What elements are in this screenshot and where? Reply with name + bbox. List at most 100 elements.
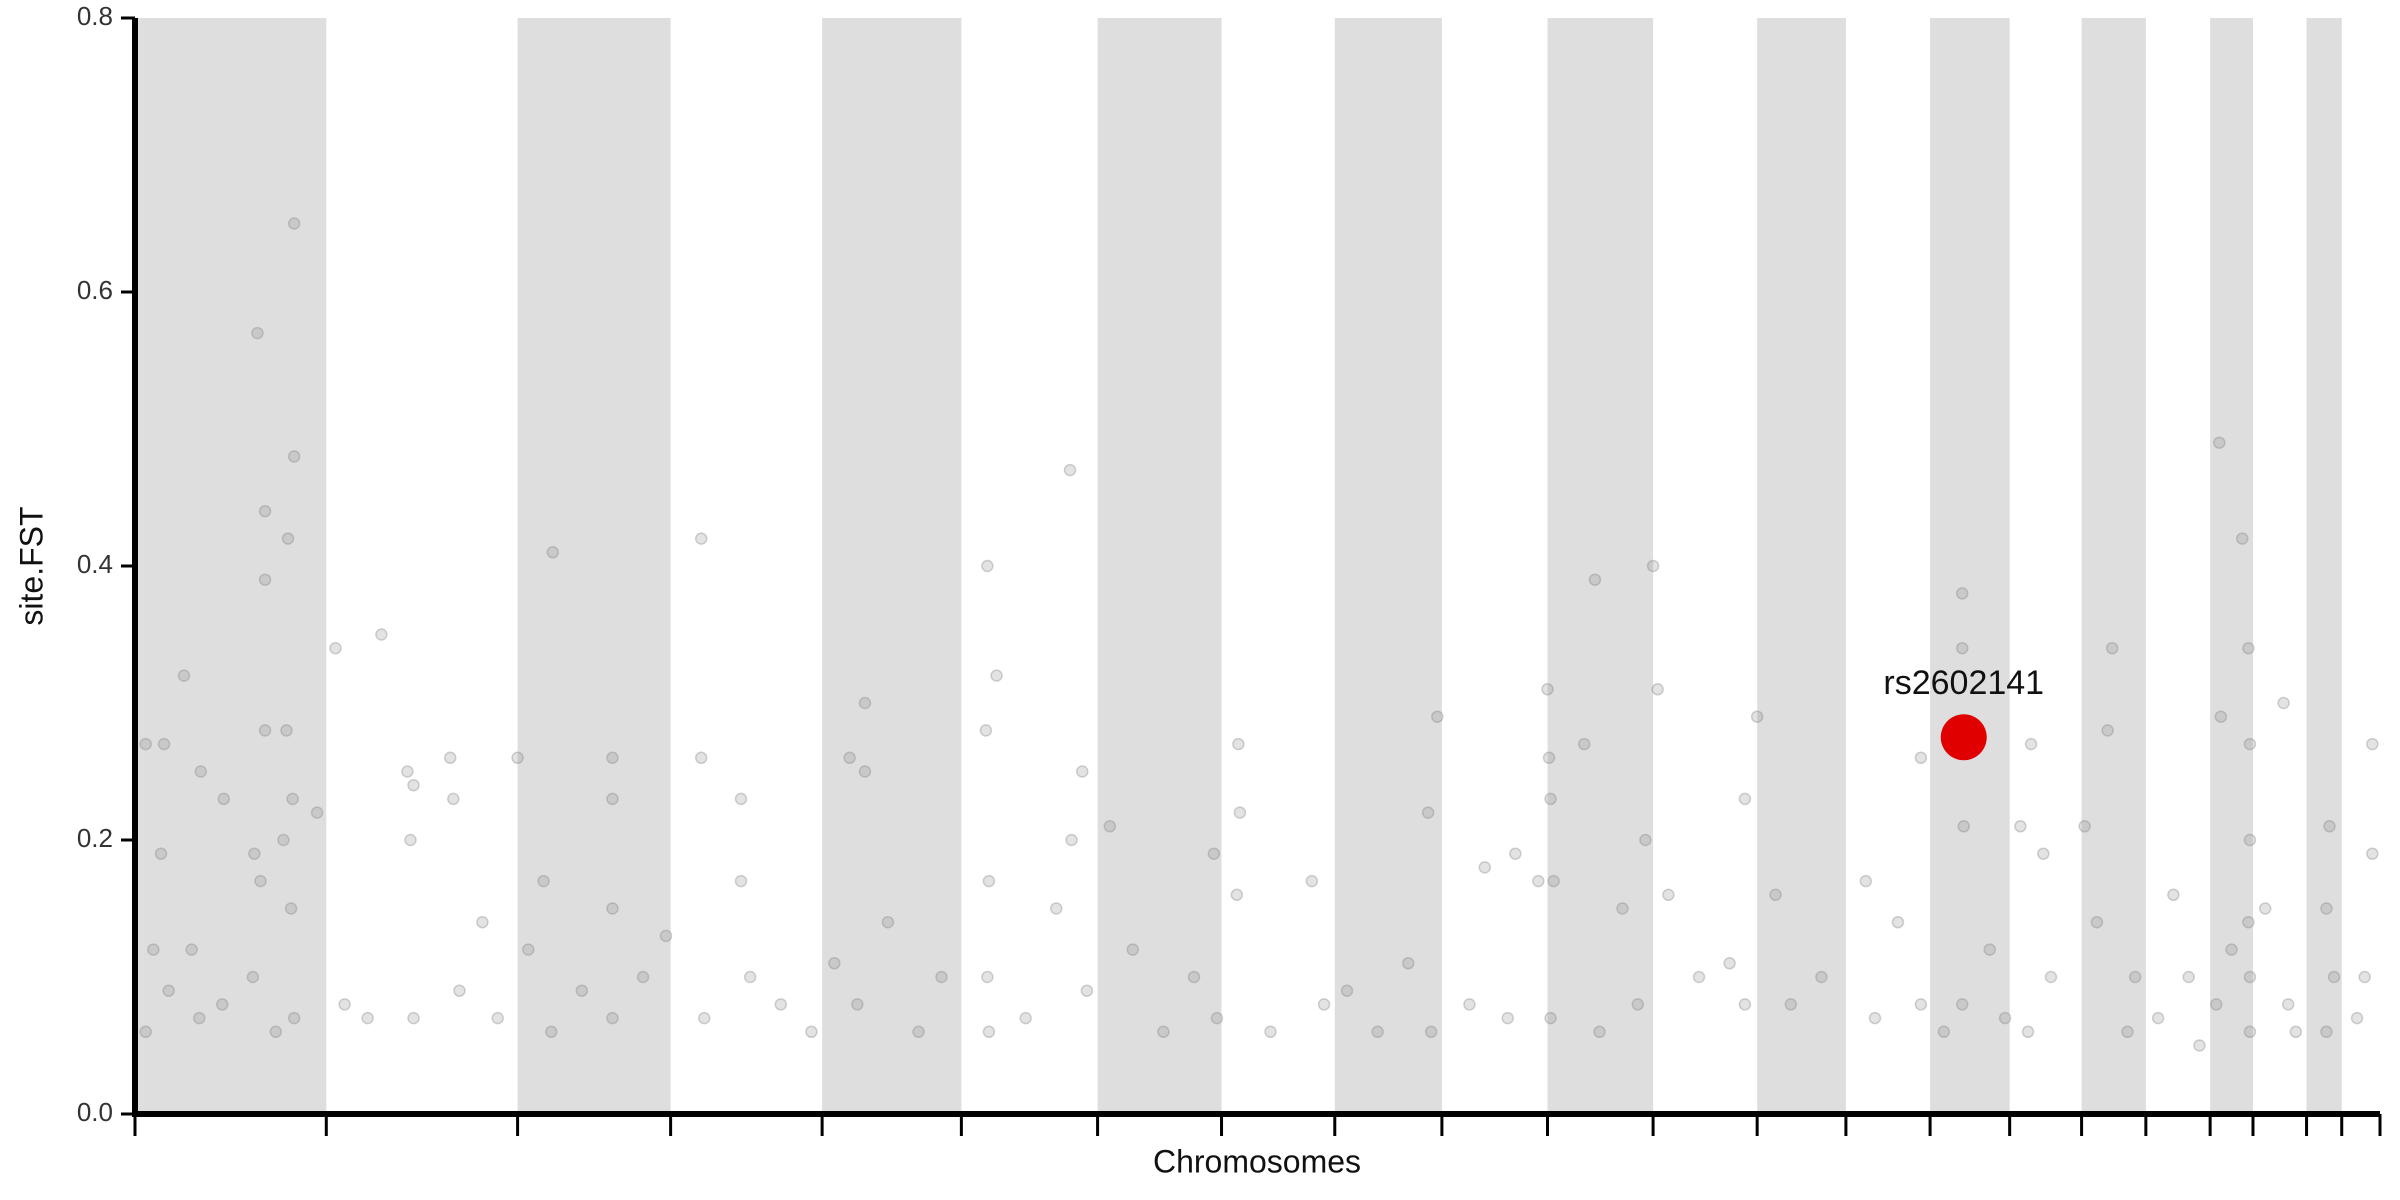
snp-point [258, 573, 272, 586]
snp-point [1651, 683, 1664, 696]
snp-point [546, 546, 560, 559]
snp-point [805, 1025, 818, 1039]
snp-point [2258, 902, 2272, 915]
snp-point [491, 1011, 504, 1025]
snp-point [2101, 724, 2114, 737]
snp-point [407, 778, 420, 792]
snp-point [1063, 463, 1077, 477]
snp-point [1723, 957, 1736, 970]
snp-point [2320, 902, 2333, 915]
snp-point [139, 1025, 152, 1039]
snp-point [269, 1025, 283, 1039]
snp-point [537, 874, 550, 888]
snp-point [443, 751, 457, 765]
snp-point [1859, 874, 1873, 888]
snp-point [1541, 683, 1554, 696]
snp-point [2037, 847, 2050, 860]
snp-point [1401, 957, 1415, 970]
snp-point [1937, 1025, 1951, 1039]
snp-point [2350, 1011, 2364, 1025]
snp-point [522, 943, 535, 956]
snp-point [1616, 902, 1629, 915]
snp-point [858, 696, 872, 710]
snp-point [606, 792, 619, 806]
snp-point [1065, 833, 1078, 847]
snp-point [1738, 792, 1752, 806]
chromosome-band [1757, 18, 1846, 1114]
snp-point [251, 326, 264, 340]
snp-point [1501, 1011, 1514, 1025]
snp-point [277, 833, 290, 847]
snp-point [2320, 1025, 2333, 1039]
snp-point [1264, 1025, 1277, 1039]
x-axis-title: Chromosomes [1153, 1143, 1361, 1179]
snp-point [2128, 970, 2142, 984]
snp-point [2167, 888, 2180, 902]
snp-point [659, 929, 673, 943]
chromosome-band [2081, 18, 2146, 1114]
chromosome-band [517, 18, 671, 1114]
snp-point [280, 724, 293, 737]
snp-point [1230, 888, 1244, 902]
snp-point [246, 970, 260, 984]
snp-point [1210, 1011, 1224, 1025]
snp-point [1126, 943, 1140, 956]
snp-point [1815, 970, 1828, 984]
y-tick-label: 0.8 [77, 1, 113, 31]
snp-point [375, 628, 388, 641]
snp-point [1232, 737, 1245, 751]
snp-point [157, 737, 171, 751]
snp-point [2236, 532, 2249, 545]
snp-point [1955, 641, 1969, 655]
snp-point [1750, 710, 1764, 723]
snp-point [2021, 1025, 2035, 1039]
y-tick-label: 0.0 [77, 1097, 113, 1127]
snp-point [2243, 1025, 2257, 1039]
snp-point [287, 217, 301, 230]
snp-point [1998, 1011, 2012, 1025]
snp-point [545, 1025, 558, 1039]
snp-point [447, 792, 460, 806]
snp-point [2214, 710, 2228, 723]
snp-point [606, 1011, 619, 1025]
snp-point [981, 559, 994, 573]
snp-point [404, 833, 417, 847]
snp-point [858, 765, 872, 778]
snp-point [1187, 970, 1201, 984]
snp-point [1478, 861, 1492, 874]
snp-point [1955, 587, 1969, 600]
snp-point [606, 751, 619, 765]
snp-point [177, 669, 191, 682]
snp-point [743, 970, 757, 984]
snp-point [734, 792, 748, 806]
snp-point [1544, 1011, 1557, 1025]
snp-point [1983, 943, 1997, 956]
snp-point [982, 874, 996, 888]
chromosome-band [1547, 18, 1654, 1114]
snp-point [1431, 710, 1444, 723]
highlight-point [1940, 714, 1987, 761]
snp-point [2225, 943, 2238, 956]
snp-point [1646, 559, 1660, 573]
snp-point [2327, 970, 2341, 984]
snp-point [287, 1011, 301, 1025]
snp-point [2243, 970, 2257, 984]
snp-point [2243, 833, 2257, 847]
y-tick-label: 0.4 [77, 549, 113, 579]
snp-point [1769, 888, 1782, 902]
snp-point [774, 998, 788, 1011]
snp-point [2090, 915, 2104, 929]
snp-point [2044, 970, 2058, 984]
chromosome-band [135, 18, 327, 1114]
snp-point [1340, 984, 1354, 997]
snp-point [912, 1025, 925, 1039]
snp-point [2121, 1025, 2134, 1039]
snp-point [575, 984, 589, 997]
chromosome-band [2210, 18, 2253, 1114]
snp-point [2193, 1039, 2206, 1052]
snp-point [1103, 820, 1117, 833]
snp-point [154, 847, 168, 860]
snp-point [1784, 998, 1798, 1011]
snp-point [1233, 806, 1247, 819]
